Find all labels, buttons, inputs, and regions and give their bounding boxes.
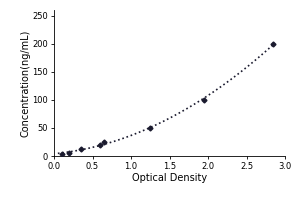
X-axis label: Optical Density: Optical Density <box>132 173 207 183</box>
Y-axis label: Concentration(ng/mL): Concentration(ng/mL) <box>21 29 31 137</box>
